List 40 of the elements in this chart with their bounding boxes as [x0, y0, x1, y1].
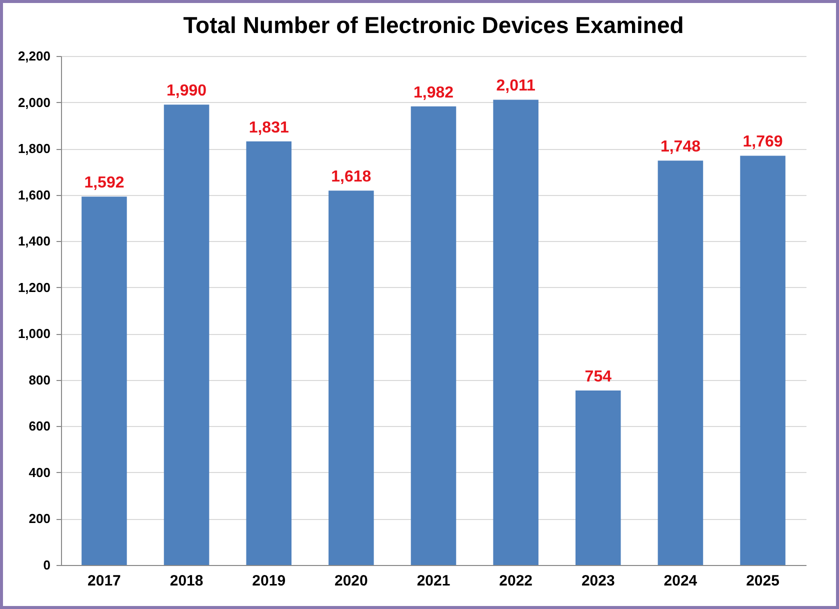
x-tick-label: 2023	[581, 572, 615, 590]
data-label: 1,769	[742, 134, 783, 151]
y-tick-label: 1,400	[18, 234, 50, 249]
x-tick-label: 2019	[252, 572, 286, 590]
data-label: 2,011	[496, 78, 536, 95]
chart-title: Total Number of Electronic Devices Examined	[183, 12, 684, 38]
y-tick-label: 600	[28, 418, 50, 434]
data-label: 1,592	[84, 174, 124, 192]
x-tick-label: 2017	[88, 572, 121, 590]
y-tick-label: 1,600	[18, 187, 50, 202]
bar	[576, 390, 621, 565]
x-tick-label: 2025	[746, 572, 780, 590]
x-tick-label: 2018	[170, 572, 204, 590]
bar	[246, 141, 292, 565]
x-tick-label: 2021	[416, 572, 450, 590]
x-tick-label: 2024	[664, 572, 698, 590]
bar	[658, 160, 704, 565]
data-label: 1,618	[331, 168, 372, 186]
data-label: 1,982	[413, 84, 454, 102]
data-label: 754	[584, 368, 612, 386]
y-tick-label: 2,000	[18, 94, 50, 110]
bar	[82, 196, 127, 565]
y-tick-label: 0	[43, 558, 50, 572]
bar	[164, 104, 210, 565]
data-label: 1,990	[166, 82, 207, 100]
y-tick-label: 1,800	[18, 141, 50, 156]
y-tick-label: 400	[28, 464, 50, 480]
x-tick-label: 2020	[334, 572, 368, 590]
y-tick-label: 1,200	[18, 280, 50, 295]
bar	[740, 156, 786, 565]
y-tick-label: 2,200	[18, 48, 50, 64]
data-label: 1,748	[660, 138, 701, 156]
bar	[410, 106, 456, 565]
data-label: 1,831	[248, 119, 289, 136]
bar	[328, 190, 374, 565]
bar	[493, 100, 538, 565]
y-tick-label: 1,000	[18, 326, 50, 342]
y-tick-label: 800	[28, 372, 50, 388]
x-tick-label: 2022	[499, 572, 533, 590]
y-tick-label: 200	[28, 511, 50, 526]
